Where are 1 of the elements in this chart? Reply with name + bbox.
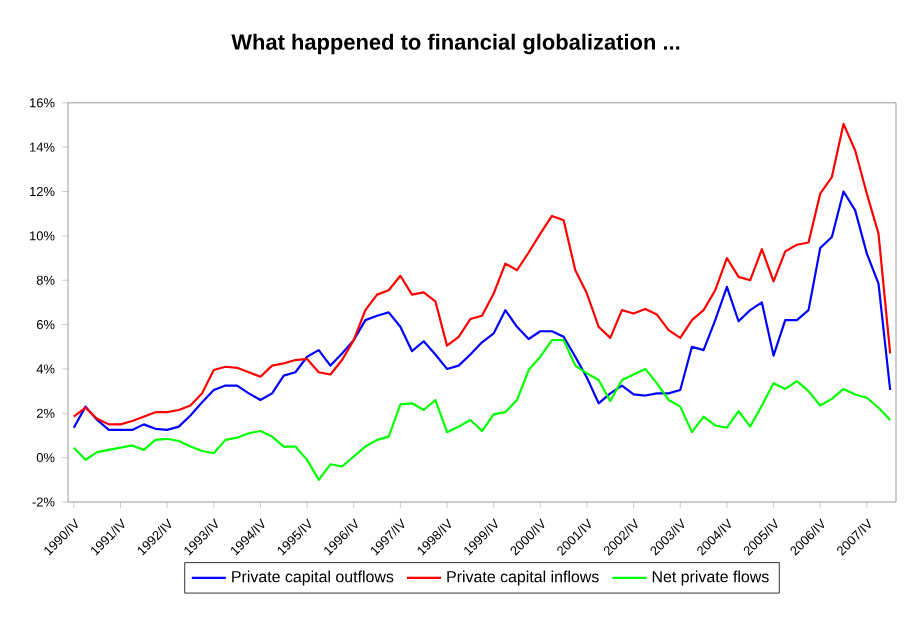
chart-title: What happened to financial globalization ...: [231, 33, 680, 55]
